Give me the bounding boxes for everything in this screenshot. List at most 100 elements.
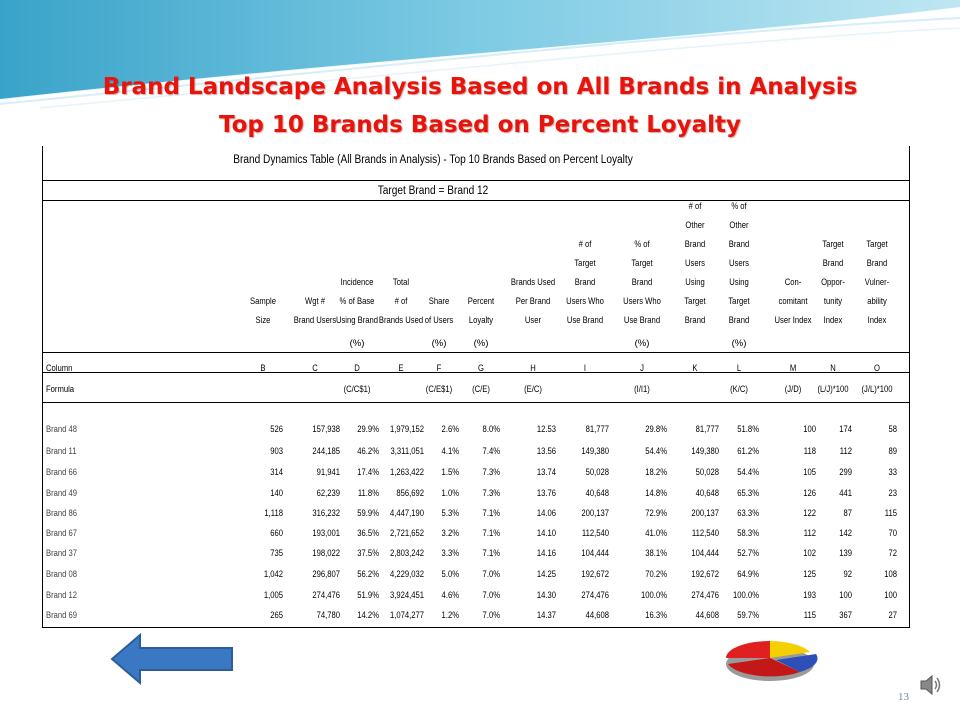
table-cell: 2.6% bbox=[441, 424, 459, 434]
table-cell: 14.10 bbox=[536, 528, 556, 538]
table-cell: 193,001 bbox=[312, 528, 340, 538]
table-cell: 13.76 bbox=[536, 488, 556, 498]
table-cell: 3,924,451 bbox=[389, 590, 424, 600]
table-cell: 7.0% bbox=[482, 610, 500, 620]
column-formula: (C/C$1) bbox=[343, 384, 371, 394]
table-cell: 112,540 bbox=[691, 528, 719, 538]
table-cell: 149,380 bbox=[581, 446, 609, 456]
table-cell: 112,540 bbox=[581, 528, 609, 538]
column-header-line: Brand bbox=[684, 239, 706, 249]
column-formula: (L/J)*100 bbox=[817, 384, 849, 394]
table-cell: 265 bbox=[270, 610, 283, 620]
table-cell: 44,608 bbox=[585, 610, 609, 620]
table-row-brand: Brand 12 bbox=[46, 590, 78, 600]
column-header-line: Target bbox=[728, 296, 750, 306]
table-cell: 314 bbox=[270, 467, 283, 477]
table-cell: 1,979,152 bbox=[389, 424, 424, 434]
table-cell: 13.56 bbox=[536, 446, 556, 456]
column-header-line: Brands Used bbox=[378, 315, 424, 325]
table-cell: 104,444 bbox=[691, 548, 719, 558]
table-cell: 56.2% bbox=[357, 569, 379, 579]
table-cell: 44,608 bbox=[695, 610, 719, 620]
table-cell: 91,941 bbox=[316, 467, 340, 477]
table-cell: 104,444 bbox=[581, 548, 609, 558]
table-cell: 2,803,242 bbox=[389, 548, 424, 558]
table-cell: 87 bbox=[843, 508, 852, 518]
table-cell: 140 bbox=[270, 488, 283, 498]
column-header-line: Target bbox=[822, 239, 844, 249]
table-cell: 14.2% bbox=[357, 610, 379, 620]
table-row-brand: Brand 66 bbox=[46, 467, 78, 477]
left-arrow-icon[interactable] bbox=[110, 632, 236, 686]
column-formula: (C/E) bbox=[472, 384, 490, 394]
column-letter: E bbox=[398, 363, 404, 373]
table-cell: 7.4% bbox=[482, 446, 500, 456]
table-cell: 74,780 bbox=[316, 610, 340, 620]
table-cell: 14.30 bbox=[536, 590, 556, 600]
table-cell: 316,232 bbox=[312, 508, 340, 518]
table-cell: 105 bbox=[803, 467, 816, 477]
table-cell: 526 bbox=[270, 424, 283, 434]
table-cell: 856,692 bbox=[396, 488, 424, 498]
table-cell: 112 bbox=[803, 528, 816, 538]
table-cell: 65.3% bbox=[737, 488, 759, 498]
column-header-line: Users bbox=[728, 258, 749, 268]
table-cell: 126 bbox=[803, 488, 816, 498]
table-cell: 192,672 bbox=[581, 569, 609, 579]
column-formula: (C/E$1) bbox=[425, 384, 453, 394]
table-row-brand: Brand 86 bbox=[46, 508, 78, 518]
column-header-line: # of bbox=[394, 296, 408, 306]
table-cell: 27 bbox=[888, 610, 897, 620]
column-header: Percent Loyalty bbox=[441, 200, 521, 330]
column-header-line: % of Base bbox=[339, 296, 375, 306]
speaker-icon[interactable] bbox=[918, 672, 944, 698]
column-header-line: Con- bbox=[784, 277, 802, 287]
percent-underline bbox=[617, 352, 671, 353]
column-letter: D bbox=[354, 363, 360, 373]
column-header-line: Other bbox=[729, 220, 749, 230]
table-cell: 46.2% bbox=[357, 446, 379, 456]
column-header-line: Users Who bbox=[623, 296, 661, 306]
table-row-brand: Brand 67 bbox=[46, 528, 78, 538]
page-number: 13 bbox=[898, 691, 909, 703]
table-cell: 115 bbox=[884, 508, 897, 518]
table-cell: 1,005 bbox=[263, 590, 283, 600]
table-cell: 1,074,277 bbox=[389, 610, 424, 620]
table-cell: 7.1% bbox=[482, 528, 500, 538]
table-cell: 29.9% bbox=[357, 424, 379, 434]
percent-unit-label: (%) bbox=[634, 338, 650, 349]
table-cell: 59.9% bbox=[357, 508, 379, 518]
table-cell: 367 bbox=[839, 610, 852, 620]
column-header-line: Size bbox=[255, 315, 271, 325]
table-row-brand: Brand 11 bbox=[46, 446, 77, 456]
table-cell: 1.0% bbox=[441, 488, 459, 498]
table-cell: 1,263,422 bbox=[389, 467, 424, 477]
column-header: Share of Users bbox=[399, 200, 479, 330]
column-header-line: Brands Used bbox=[510, 277, 556, 287]
table-cell: 70 bbox=[888, 528, 897, 538]
table-cell: 14.06 bbox=[536, 508, 556, 518]
column-formula: (J/D) bbox=[784, 384, 802, 394]
column-header: Target Brand Oppor-tunity Index bbox=[793, 200, 873, 330]
column-letter: L bbox=[736, 363, 742, 373]
column-header-line: Brand Users bbox=[293, 315, 337, 325]
table-cell: 40,648 bbox=[585, 488, 609, 498]
table-cell: 5.3% bbox=[441, 508, 459, 518]
column-letter: K bbox=[692, 363, 698, 373]
table-cell: 660 bbox=[270, 528, 283, 538]
table-cell: 54.4% bbox=[737, 467, 759, 477]
table-cell: 81,777 bbox=[695, 424, 719, 434]
table-cell: 198,022 bbox=[312, 548, 340, 558]
table-cell: 274,476 bbox=[312, 590, 340, 600]
column-header-line: Index bbox=[823, 315, 843, 325]
table-cell: 40,648 bbox=[695, 488, 719, 498]
table-cell: 122 bbox=[803, 508, 816, 518]
table-cell: 2,721,652 bbox=[389, 528, 424, 538]
table-cell: 61.2% bbox=[737, 446, 759, 456]
table-cell: 7.3% bbox=[482, 488, 500, 498]
column-row-label: Column bbox=[46, 363, 73, 373]
table-cell: 200,137 bbox=[581, 508, 609, 518]
table-cell: 7.0% bbox=[482, 569, 500, 579]
column-header-line: Index bbox=[867, 315, 887, 325]
table-cell: 14.37 bbox=[536, 610, 556, 620]
